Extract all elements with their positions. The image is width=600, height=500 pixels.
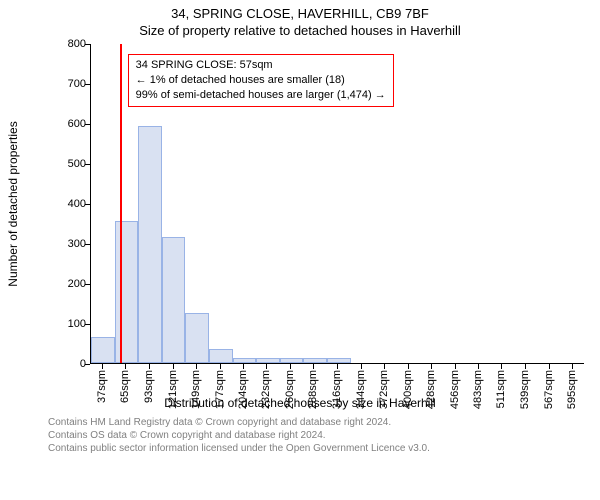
y-tick-label: 200 (48, 278, 86, 290)
x-tick-label: 65sqm (119, 370, 131, 403)
x-tick-mark (431, 364, 432, 369)
x-tick-label: 372sqm (378, 370, 390, 409)
x-tick-label: 483sqm (472, 370, 484, 409)
histogram-bar (233, 358, 257, 363)
y-axis-label: Number of detached properties (6, 121, 20, 286)
y-tick-label: 100 (48, 318, 86, 330)
y-tick-mark (85, 84, 90, 85)
histogram-bar (185, 313, 209, 363)
callout-line-3: 99% of semi-detached houses are larger (… (136, 88, 386, 103)
y-tick-label: 500 (48, 158, 86, 170)
x-tick-mark (313, 364, 314, 369)
y-tick-label: 0 (48, 358, 86, 370)
x-tick-label: 37sqm (96, 370, 108, 403)
callout-line-1: 34 SPRING CLOSE: 57sqm (136, 58, 386, 73)
y-tick-label: 700 (48, 78, 86, 90)
y-tick-mark (85, 124, 90, 125)
x-tick-label: 400sqm (402, 370, 414, 409)
x-tick-mark (196, 364, 197, 369)
x-tick-label: 567sqm (543, 370, 555, 409)
x-tick-mark (384, 364, 385, 369)
x-tick-label: 595sqm (566, 370, 578, 409)
plot-area: 34 SPRING CLOSE: 57sqm ← 1% of detached … (90, 44, 584, 364)
y-tick-mark (85, 164, 90, 165)
histogram-bar (303, 358, 327, 363)
histogram-chart: Number of detached properties 34 SPRING … (48, 44, 584, 394)
x-tick-label: 288sqm (307, 370, 319, 409)
histogram-bar (91, 337, 115, 363)
property-marker-line (120, 44, 122, 363)
x-axis-label: Distribution of detached houses by size … (0, 396, 600, 410)
x-tick-label: 177sqm (214, 370, 226, 409)
x-tick-mark (501, 364, 502, 369)
x-tick-mark (361, 364, 362, 369)
y-tick-label: 400 (48, 198, 86, 210)
page-title-subtitle: Size of property relative to detached ho… (0, 23, 600, 38)
footer-line-2: Contains OS data © Crown copyright and d… (48, 429, 590, 442)
histogram-bar (327, 358, 351, 363)
y-tick-mark (85, 244, 90, 245)
x-tick-mark (173, 364, 174, 369)
x-tick-mark (478, 364, 479, 369)
x-tick-label: 121sqm (167, 370, 179, 409)
x-tick-mark (102, 364, 103, 369)
y-tick-mark (85, 44, 90, 45)
y-tick-label: 300 (48, 238, 86, 250)
x-tick-label: 260sqm (284, 370, 296, 409)
x-tick-mark (572, 364, 573, 369)
attribution-footer: Contains HM Land Registry data © Crown c… (48, 416, 590, 455)
page-title-address: 34, SPRING CLOSE, HAVERHILL, CB9 7BF (0, 6, 600, 21)
y-tick-label: 800 (48, 38, 86, 50)
histogram-bar (209, 349, 233, 363)
x-tick-label: 232sqm (260, 370, 272, 409)
x-tick-label: 511sqm (495, 370, 507, 408)
x-tick-label: 149sqm (190, 370, 202, 409)
x-tick-mark (525, 364, 526, 369)
x-tick-mark (125, 364, 126, 369)
property-callout: 34 SPRING CLOSE: 57sqm ← 1% of detached … (128, 54, 394, 107)
x-tick-mark (408, 364, 409, 369)
x-tick-mark (290, 364, 291, 369)
y-tick-mark (85, 364, 90, 365)
histogram-bar (280, 358, 304, 363)
callout-line-2: ← 1% of detached houses are smaller (18) (136, 73, 386, 88)
y-tick-label: 600 (48, 118, 86, 130)
x-tick-mark (266, 364, 267, 369)
x-tick-label: 428sqm (425, 370, 437, 409)
x-tick-mark (455, 364, 456, 369)
x-tick-mark (337, 364, 338, 369)
x-tick-mark (220, 364, 221, 369)
x-tick-mark (149, 364, 150, 369)
x-tick-label: 344sqm (355, 370, 367, 409)
y-tick-mark (85, 204, 90, 205)
x-tick-label: 316sqm (331, 370, 343, 409)
y-tick-mark (85, 324, 90, 325)
x-tick-label: 93sqm (143, 370, 155, 403)
histogram-bar (115, 221, 139, 363)
y-tick-mark (85, 284, 90, 285)
footer-line-3: Contains public sector information licen… (48, 442, 590, 455)
x-tick-mark (243, 364, 244, 369)
x-tick-label: 539sqm (519, 370, 531, 409)
histogram-bar (162, 237, 186, 363)
x-tick-label: 204sqm (237, 370, 249, 409)
footer-line-1: Contains HM Land Registry data © Crown c… (48, 416, 590, 429)
histogram-bar (256, 358, 280, 363)
x-tick-label: 456sqm (449, 370, 461, 409)
histogram-bar (138, 126, 162, 363)
x-tick-mark (549, 364, 550, 369)
